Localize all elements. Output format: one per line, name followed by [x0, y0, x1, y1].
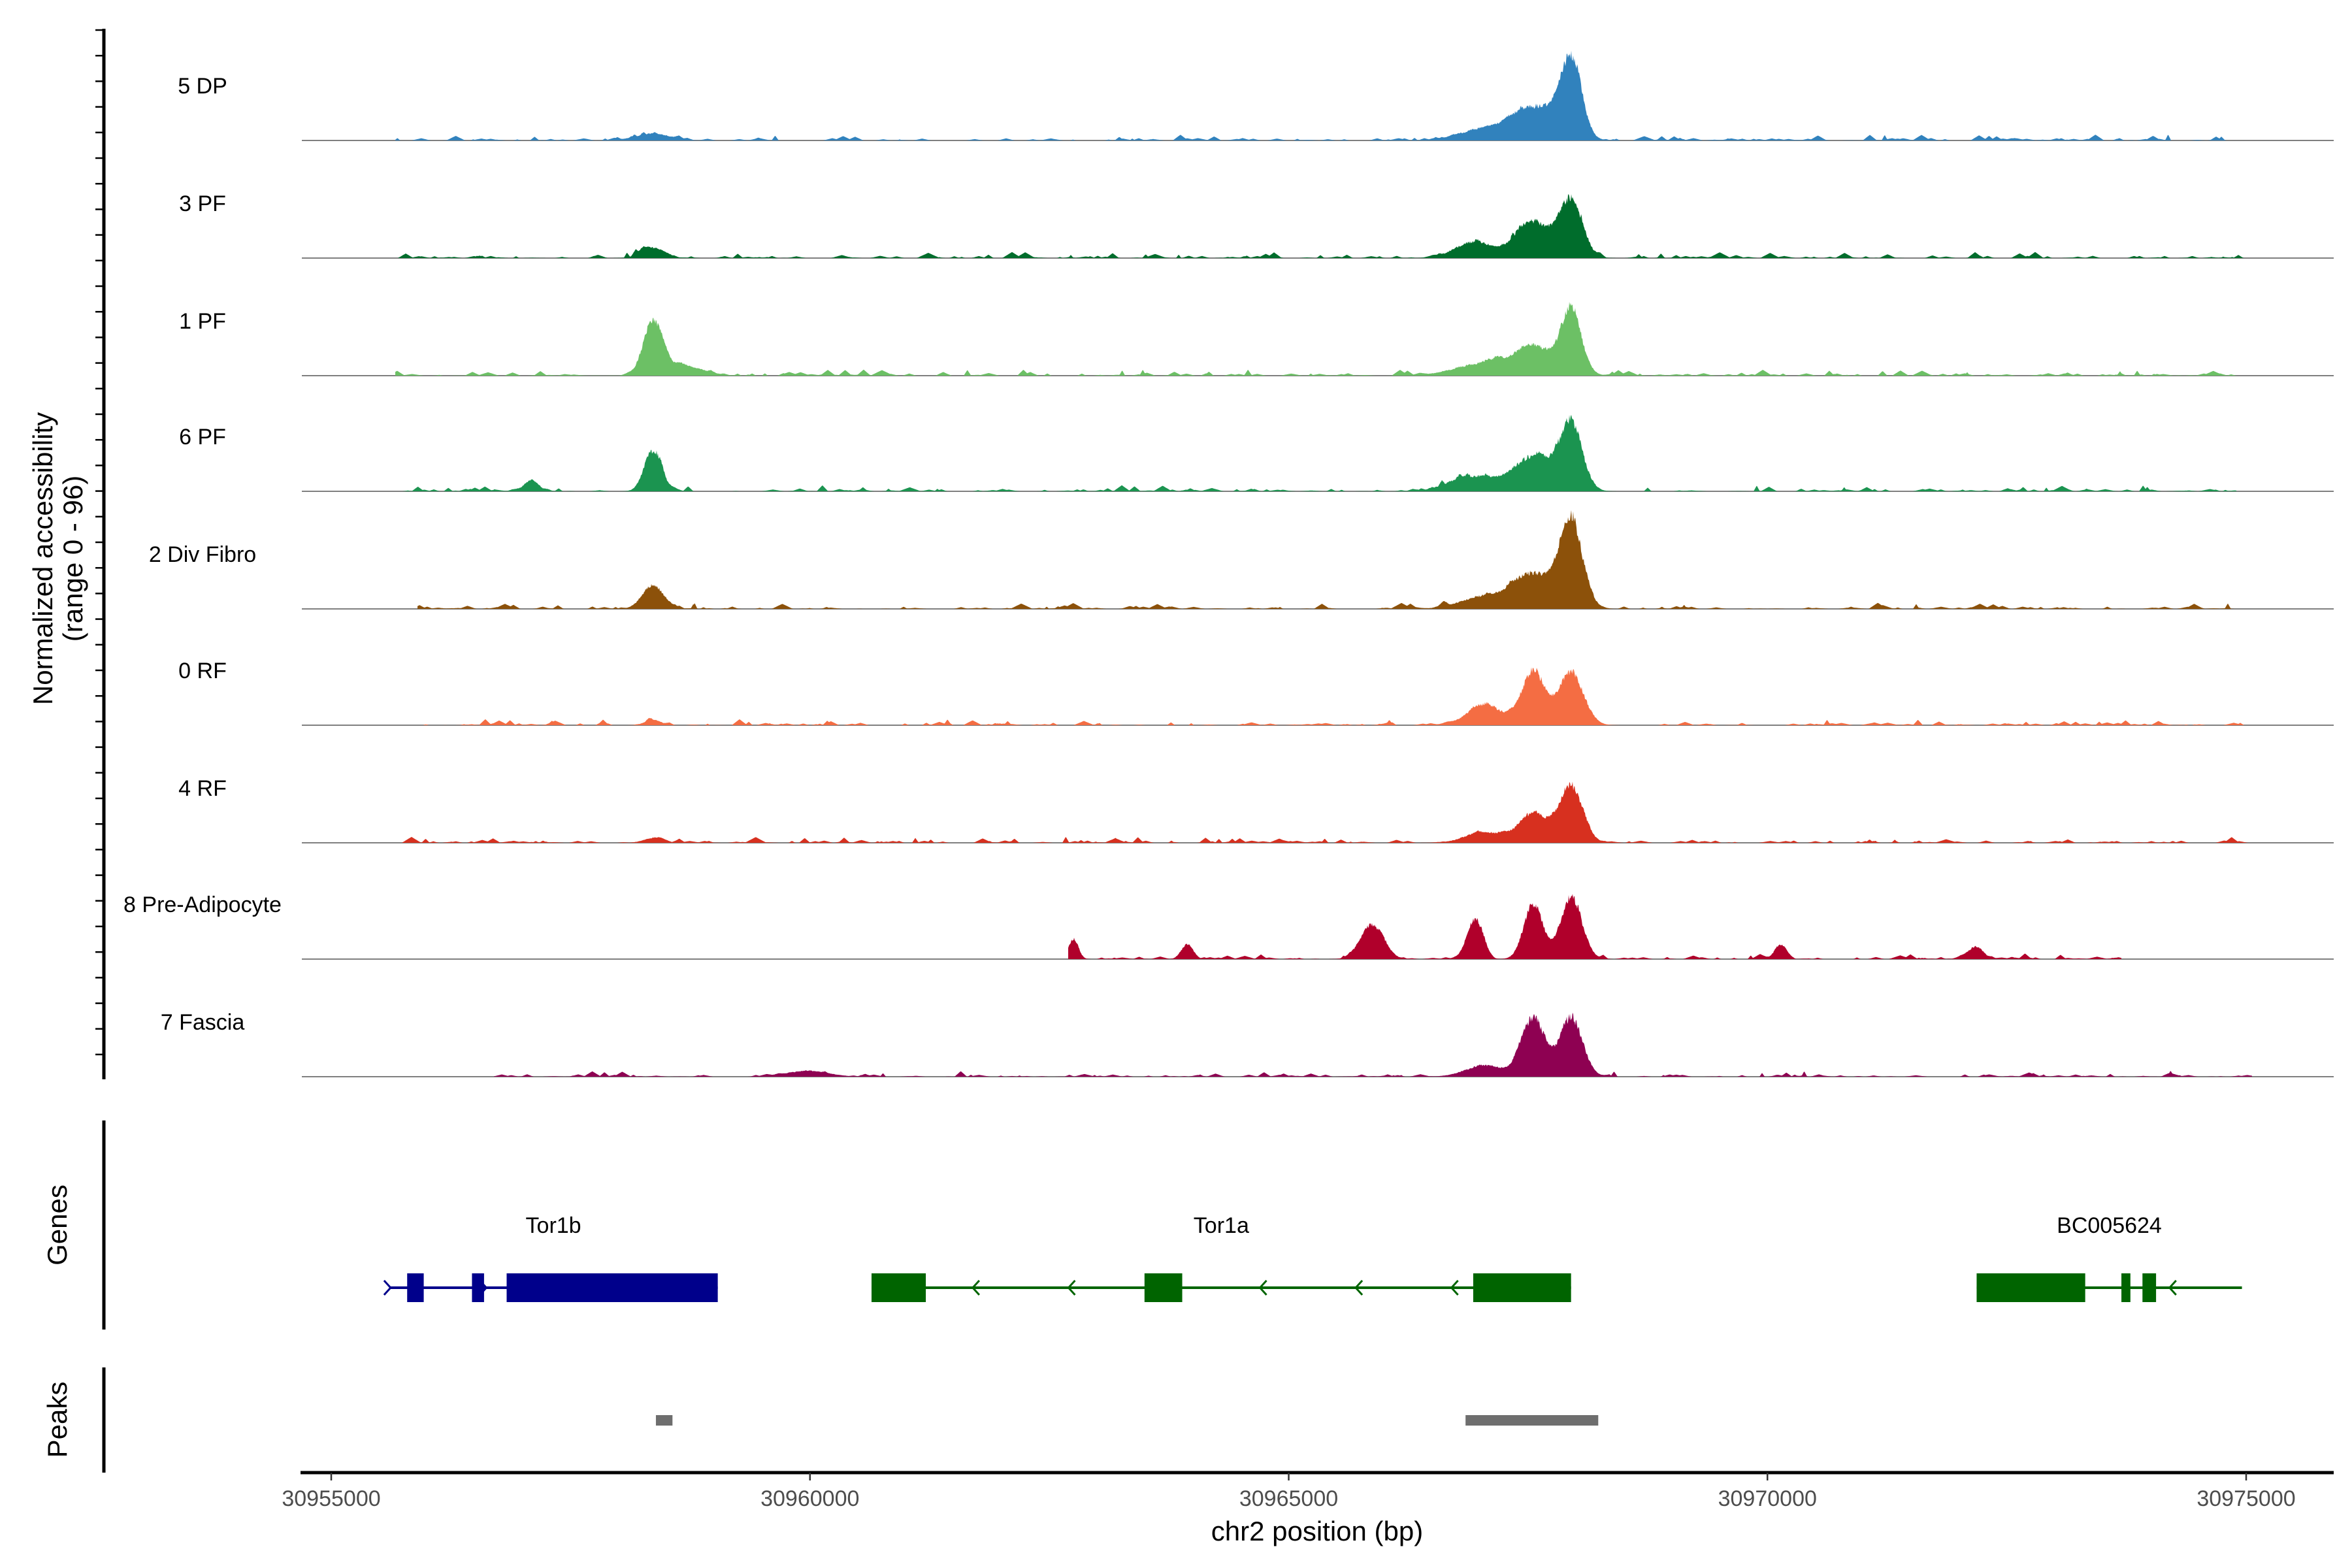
- gene-exon: [2142, 1273, 2157, 1302]
- track-label: 7 Fascia: [161, 1010, 245, 1035]
- gene-label: BC005624: [2057, 1213, 2162, 1238]
- coverage-tracks: 5 DP 3 PF 1 PF 6 PF 2 Div Fibro 0 RF 4 RF 8 Pre…: [123, 50, 2334, 1077]
- strand-arrow-icon: [383, 1279, 392, 1296]
- strand-arrow-icon: [1067, 1279, 1076, 1296]
- track-label: 8 Pre-Adipocyte: [123, 892, 282, 917]
- gene-exon: [407, 1273, 424, 1302]
- peak-region: [655, 1415, 673, 1426]
- strand-arrow-icon: [1258, 1279, 1267, 1296]
- gene-annotations: Tor1b Tor1a BC005624: [383, 1213, 2242, 1302]
- coverage-area: [395, 301, 2236, 376]
- coverage-area: [395, 194, 2252, 258]
- track-label: 2 Div Fibro: [149, 542, 256, 567]
- gene-exon: [472, 1273, 484, 1302]
- gene-label: Tor1a: [1194, 1213, 1249, 1238]
- gene-exon: [1473, 1273, 1571, 1302]
- coverage-area: [395, 667, 2252, 725]
- coverage-area: [494, 1012, 2252, 1077]
- x-tick-label: 30975000: [2197, 1486, 2295, 1511]
- strand-arrow-icon: [1450, 1279, 1459, 1296]
- track-label: 6 PF: [179, 425, 226, 449]
- x-tick-label: 30970000: [1718, 1486, 1817, 1511]
- coverage-y-ticks: [95, 29, 104, 1056]
- y-axis-subtitle: (range 0 - 96): [57, 476, 88, 642]
- gene-label: Tor1b: [526, 1213, 581, 1238]
- genes-panel-label: Genes: [42, 1184, 73, 1266]
- track-label: 4 RF: [178, 776, 227, 801]
- strand-arrow-icon: [479, 1279, 488, 1296]
- x-tick-label: 30955000: [282, 1486, 380, 1511]
- coverage-area: [395, 781, 2252, 843]
- x-axis-title: chr2 position (bp): [1211, 1516, 1424, 1546]
- gene-exon: [1976, 1273, 2085, 1302]
- coverage-area: [417, 510, 2252, 609]
- coverage-area: [1068, 894, 2121, 959]
- coverage-area: [395, 414, 2236, 491]
- strand-arrow-icon: [971, 1279, 980, 1296]
- coverage-area: [395, 50, 2229, 140]
- track-label: 1 PF: [179, 309, 226, 334]
- track-label: 0 RF: [178, 659, 227, 683]
- x-tick-label: 30960000: [760, 1486, 859, 1511]
- gene-exon: [1144, 1273, 1183, 1302]
- gene-exon: [871, 1273, 926, 1302]
- x-axis-ticks: 30955000 30960000 30965000 30970000 30975000: [282, 1473, 2296, 1511]
- peak-regions: [655, 1415, 1599, 1426]
- gene-exon: [2121, 1273, 2131, 1302]
- gene-exon: [506, 1273, 718, 1302]
- peak-region: [1465, 1415, 1599, 1426]
- track-label: 3 PF: [179, 191, 226, 216]
- strand-arrow-icon: [2168, 1279, 2177, 1296]
- peaks-panel-label: Peaks: [42, 1382, 73, 1458]
- strand-arrow-icon: [1354, 1279, 1364, 1296]
- track-label: 5 DP: [178, 74, 227, 99]
- x-tick-label: 30965000: [1239, 1486, 1338, 1511]
- y-axis-title: Normalized accessibility: [27, 412, 58, 705]
